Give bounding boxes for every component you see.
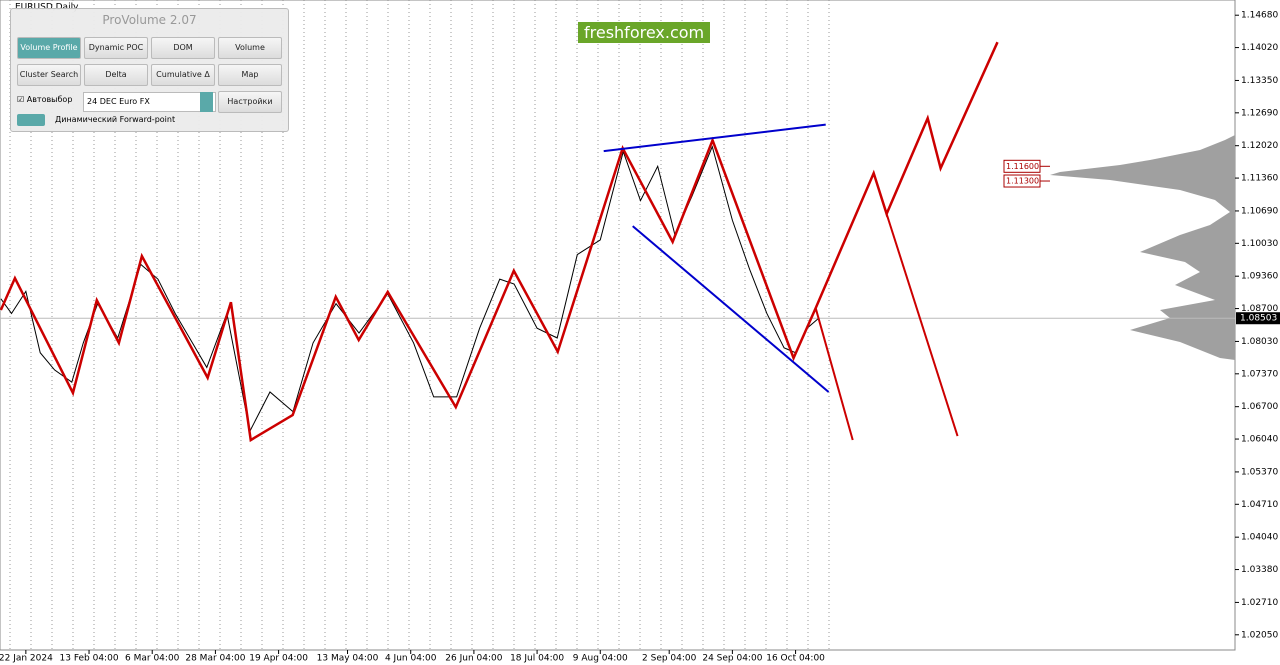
x-tick-label: 22 Jan 2024 bbox=[0, 654, 53, 664]
select-arrow[interactable] bbox=[200, 92, 213, 112]
y-tick-label: 1.14680 bbox=[1241, 11, 1278, 21]
y-tick-label: 1.06700 bbox=[1241, 402, 1278, 412]
logo: freshforex.com bbox=[578, 22, 711, 43]
button[interactable]: Map bbox=[218, 64, 282, 86]
y-tick-label: 1.12690 bbox=[1241, 108, 1278, 118]
level-label: 1.11600 bbox=[1006, 162, 1039, 171]
y-tick-label: 1.04040 bbox=[1241, 533, 1278, 543]
x-tick-label: 13 Feb 04:00 bbox=[60, 654, 119, 664]
y-tick-label: 1.12020 bbox=[1241, 141, 1278, 151]
symbol-label: EURUSD,Daily bbox=[15, 3, 79, 13]
x-tick-label: 26 Jun 04:00 bbox=[445, 654, 502, 664]
x-tick-label: 2 Sep 04:00 bbox=[642, 654, 697, 664]
button[interactable]: Dynamic POC bbox=[84, 37, 148, 59]
series-line bbox=[0, 41, 999, 443]
settings-button[interactable]: Настройки bbox=[218, 91, 282, 113]
y-tick-label: 1.10690 bbox=[1241, 206, 1278, 216]
level-box bbox=[1003, 159, 1041, 173]
panel-title: ProVolume 2.07 bbox=[102, 13, 197, 27]
y-tick-label: 1.02710 bbox=[1241, 598, 1278, 608]
series-line bbox=[632, 225, 830, 393]
x-tick-label: 9 Aug 04:00 bbox=[573, 654, 628, 664]
y-tick-label: 1.03380 bbox=[1241, 565, 1278, 575]
y-tick-label: 1.05370 bbox=[1241, 467, 1278, 477]
x-tick-label: 24 Sep 04:00 bbox=[702, 654, 762, 664]
y-tick-label: 1.09360 bbox=[1241, 272, 1278, 282]
button[interactable]: Volume bbox=[218, 37, 282, 59]
x-tick-label: 4 Jun 04:00 bbox=[385, 654, 437, 664]
series-line bbox=[885, 213, 959, 437]
instrument-select[interactable]: 24 DEC Euro FX bbox=[83, 92, 216, 112]
volume-profile bbox=[1050, 135, 1235, 360]
x-tick-label: 6 Mar 04:00 bbox=[125, 654, 180, 664]
auto-label: Автовыбор bbox=[26, 95, 73, 104]
y-tick-label: 1.02050 bbox=[1241, 630, 1278, 640]
y-tick-label: 1.08030 bbox=[1241, 337, 1278, 347]
button[interactable]: Cumulative Δ bbox=[151, 64, 215, 86]
button[interactable]: DOM bbox=[151, 37, 215, 59]
provolume-panel: ProVolume 2.07 Volume Profile Dynamic PO… bbox=[10, 8, 289, 132]
x-tick-label: 19 Apr 04:00 bbox=[249, 654, 308, 664]
button[interactable]: Cluster Search bbox=[17, 64, 81, 86]
button[interactable]: Volume Profile bbox=[17, 37, 81, 59]
y-tick-label: 1.07370 bbox=[1241, 369, 1278, 379]
level-box bbox=[1003, 174, 1041, 188]
x-tick-label: 16 Oct 04:00 bbox=[766, 654, 825, 664]
x-tick-label: 13 May 04:00 bbox=[317, 654, 379, 664]
y-tick-label: 1.10030 bbox=[1241, 239, 1278, 249]
y-tick-label: 1.11360 bbox=[1241, 174, 1278, 184]
x-tick-label: 18 Jul 04:00 bbox=[510, 654, 564, 664]
y-tick-label: 1.13350 bbox=[1241, 76, 1278, 86]
y-tick-label: 1.04710 bbox=[1241, 500, 1278, 510]
toggle[interactable] bbox=[17, 114, 45, 126]
series-line bbox=[814, 307, 854, 441]
auto-checkbox[interactable]: ☑ Автовыбор bbox=[17, 95, 73, 104]
series-line bbox=[603, 123, 826, 153]
forward-label: Динамический Forward-point bbox=[55, 115, 176, 124]
level-label: 1.11300 bbox=[1006, 177, 1039, 186]
current-price-label: 1.08503 bbox=[1240, 314, 1277, 324]
y-tick-label: 1.08700 bbox=[1241, 304, 1278, 314]
y-tick-label: 1.14020 bbox=[1241, 43, 1278, 53]
button[interactable]: Delta bbox=[84, 64, 148, 86]
y-tick-label: 1.06040 bbox=[1241, 435, 1278, 445]
current-price-box bbox=[1236, 312, 1280, 325]
x-tick-label: 28 Mar 04:00 bbox=[185, 654, 245, 664]
